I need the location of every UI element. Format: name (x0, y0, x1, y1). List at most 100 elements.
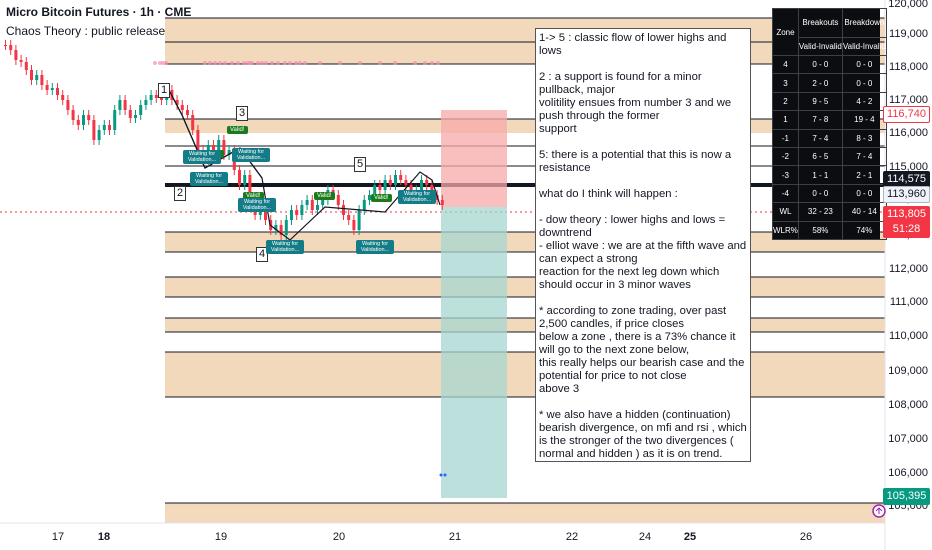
time-axis-label: 25 (683, 531, 697, 543)
wave-path-upper (169, 91, 263, 179)
candle-body (399, 175, 403, 180)
stats-cell: 40 - 14 (841, 202, 887, 222)
candle-body (45, 85, 49, 90)
price-axis-label: 108,000 (888, 399, 928, 411)
stats-cell: -3 (772, 165, 799, 185)
stats-cell: 58% (797, 220, 843, 241)
waiting-badge: Waiting for Validation... (190, 172, 228, 186)
candle-body (134, 115, 137, 118)
candle-body (40, 75, 44, 85)
marker-dot (270, 61, 274, 65)
candle-body (352, 220, 356, 230)
candle-body (149, 95, 153, 100)
stats-cell: 7 - 4 (841, 146, 887, 167)
marker-dot (213, 61, 217, 65)
candle-body (217, 140, 221, 150)
marker-dot (443, 473, 447, 477)
timer-icon-glyph (875, 507, 883, 514)
price-axis-label: 118,000 (889, 61, 928, 73)
valid-badge: Valid! (314, 192, 335, 200)
candle-body (274, 225, 278, 230)
candle-body (186, 110, 189, 115)
zone-band (165, 277, 885, 297)
candle-body (383, 180, 387, 190)
analysis-note[interactable]: 1-> 5 : classic flow of lower highs and … (535, 28, 751, 462)
candle-body (35, 75, 39, 80)
stats-cell: 4 - 2 (841, 91, 887, 112)
candle-body (144, 100, 148, 105)
waiting-badge: Waiting for Validation... (356, 240, 394, 254)
candle-body (222, 140, 226, 155)
candle-body (373, 185, 377, 195)
waiting-badge: Waiting for Validation... (238, 198, 276, 212)
candle-body (108, 125, 111, 130)
candlestick-series (4, 40, 444, 240)
candle-body (321, 200, 325, 205)
note-paragraph: - dow theory : lower highs and lows = do… (539, 214, 747, 291)
waiting-badge: Waiting for Validation... (232, 148, 270, 162)
marker-dot (378, 61, 382, 65)
candle-body (316, 205, 319, 210)
zone-band (165, 18, 885, 64)
stats-subheader: Valid-Invalid (841, 36, 887, 57)
candle-body (300, 205, 304, 215)
take-profit-zone[interactable] (441, 207, 507, 498)
marker-dot (338, 61, 342, 65)
stats-cell: -2 (772, 146, 799, 167)
stats-cell: 1 - 1 (797, 165, 843, 185)
stats-cell: 19 - 4 (841, 110, 887, 130)
stats-cell: 7 - 4 (797, 128, 843, 148)
indicator-title[interactable]: Chaos Theory : public release (6, 24, 166, 38)
marker-dot (288, 61, 292, 65)
price-tag: 113,960 (883, 186, 930, 203)
price-axis-label: 106,000 (888, 467, 928, 479)
marker-dot (439, 473, 443, 477)
marker-dot (153, 61, 157, 65)
marker-dot (264, 61, 268, 65)
candle-body (102, 125, 106, 130)
time-axis-label: 18 (97, 531, 111, 543)
candle-body (9, 45, 13, 50)
candle-body (264, 205, 267, 220)
stats-cell: 0 - 0 (841, 183, 887, 204)
candle-body (238, 170, 241, 185)
candle-body (378, 185, 382, 190)
marker-dot (413, 61, 417, 65)
candle-body (243, 175, 247, 185)
stats-cell: 32 - 23 (797, 202, 843, 222)
candle-body (92, 120, 96, 140)
stats-cell: -1 (772, 128, 799, 148)
marker-row (153, 61, 440, 65)
candle-body (420, 180, 423, 190)
candle-body (175, 100, 179, 105)
stats-cell: 2 - 0 (797, 73, 843, 93)
candle-body (440, 200, 444, 205)
candle-body (342, 205, 345, 215)
stats-header-zone: Zone (772, 7, 799, 57)
stats-header-breakdown: Breakdown (841, 8, 887, 38)
price-tag: 116,740 (883, 106, 930, 123)
time-axis-label: 21 (448, 531, 462, 543)
marker-dot (318, 61, 322, 65)
valid-badge: Valid! (371, 194, 392, 202)
stats-cell: 0 - 0 (797, 183, 843, 204)
stats-cell: 6 - 5 (797, 146, 843, 167)
candle-body (30, 70, 33, 80)
zone-band (165, 318, 885, 332)
note-paragraph: 5: there is a potential that this is now… (539, 149, 735, 174)
candle-body (368, 195, 371, 200)
marker-dot (218, 61, 222, 65)
marker-dot (250, 61, 254, 65)
candle-body (123, 100, 127, 110)
wave-label-1: 1 (158, 83, 171, 98)
chart-symbol-title[interactable]: Micro Bitcoin Futures · 1h · CME (6, 5, 192, 19)
stop-loss-zone[interactable] (441, 110, 507, 207)
time-axis-label: 24 (638, 531, 652, 543)
note-paragraph: 1-> 5 : classic flow of lower highs and … (539, 32, 730, 57)
time-axis-label: 20 (332, 531, 346, 543)
wave-label-3: 3 (236, 106, 249, 121)
valid-badge: Valid! (227, 126, 248, 134)
stats-cell: 0 - 0 (841, 55, 887, 75)
candle-body (425, 180, 429, 185)
